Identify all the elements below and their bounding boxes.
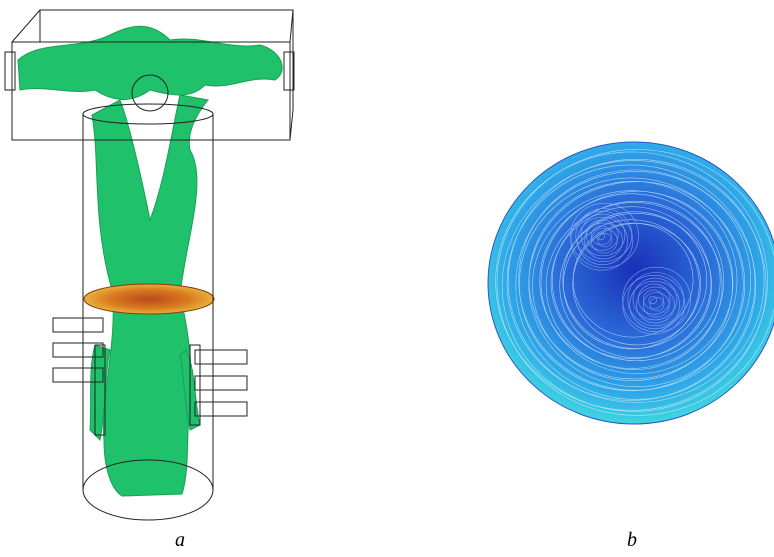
panel-label: a — [175, 529, 185, 551]
figure: a b — [0, 0, 774, 557]
panel-b: b — [488, 142, 774, 551]
panel-label: b — [627, 529, 637, 551]
panel-a: a — [5, 10, 294, 551]
disk — [84, 284, 214, 314]
vortex-top — [18, 26, 282, 99]
